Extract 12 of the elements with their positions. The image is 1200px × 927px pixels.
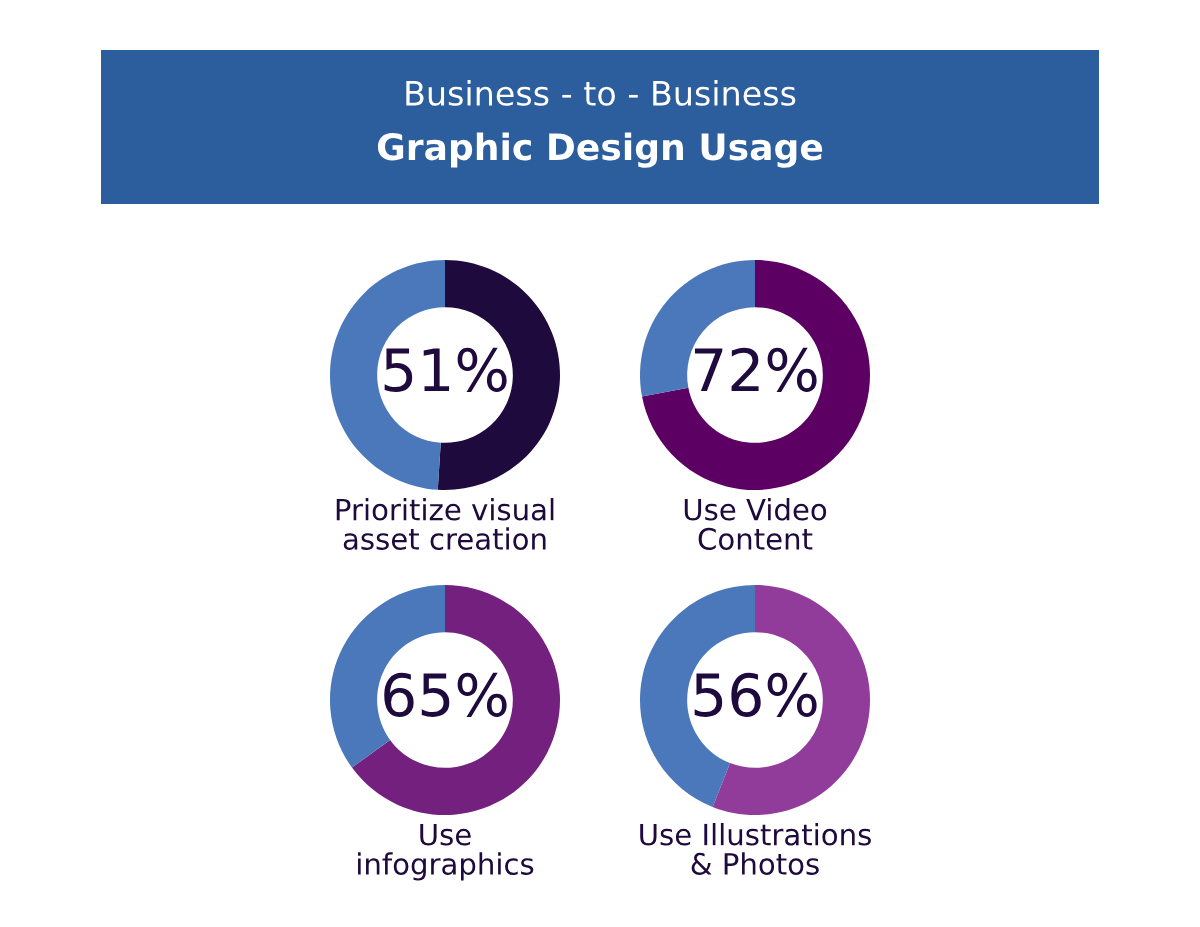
text: Use infographics <box>358 823 534 881</box>
text: Use Illustrations & Photos <box>640 823 871 875</box>
text: Business - to - Business <box>406 80 796 106</box>
data-label: 72% <box>694 347 817 392</box>
text: Prioritize visual asset creation <box>336 498 554 550</box>
donut-slice <box>351 585 560 815</box>
data-label: 65% <box>384 672 507 717</box>
donut-slice <box>642 260 870 490</box>
text: Use Video Content <box>684 498 827 550</box>
text: Graphic Design Usage <box>377 132 823 168</box>
data-label: 56% <box>694 672 817 717</box>
data-label: 51% <box>384 347 507 392</box>
